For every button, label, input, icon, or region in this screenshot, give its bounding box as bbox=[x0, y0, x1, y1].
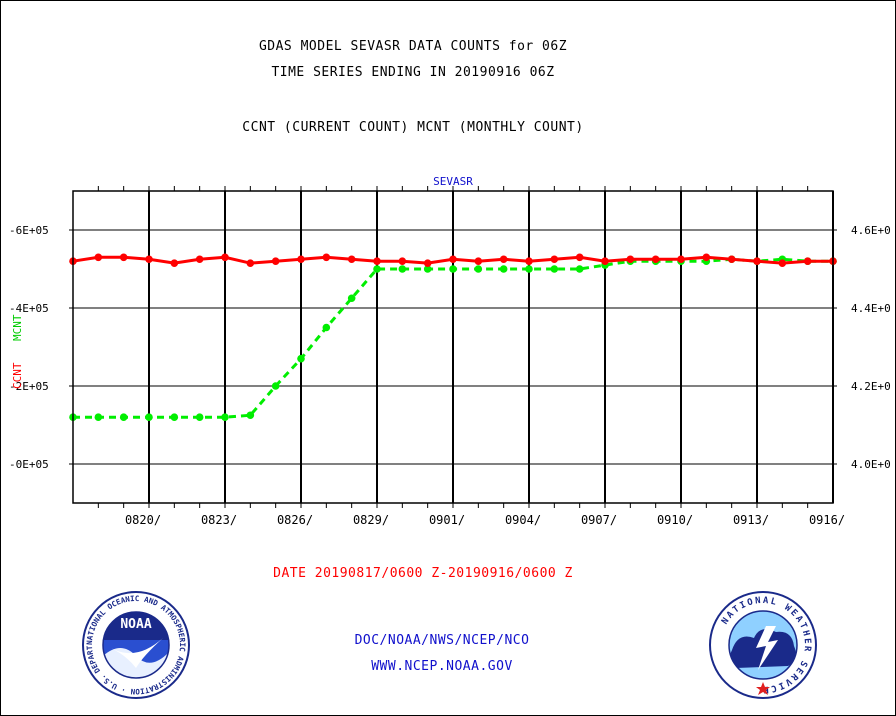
data-point-mcnt bbox=[525, 265, 533, 273]
x-tick-label: 0916/ bbox=[809, 513, 845, 527]
data-point-ccnt bbox=[246, 259, 255, 267]
data-point-ccnt bbox=[449, 255, 457, 264]
y-tick-label-right: 4.4E+0 bbox=[851, 302, 891, 315]
data-point-mcnt bbox=[94, 413, 103, 422]
data-point-ccnt bbox=[778, 259, 787, 267]
data-point-mcnt bbox=[398, 265, 407, 273]
data-point-ccnt bbox=[626, 255, 635, 264]
data-point-ccnt bbox=[753, 257, 761, 266]
data-point-ccnt bbox=[651, 255, 660, 264]
data-point-mcnt bbox=[322, 323, 331, 332]
x-tick-label: 0829/ bbox=[353, 513, 389, 527]
data-point-mcnt bbox=[347, 294, 356, 303]
data-point-mcnt bbox=[575, 265, 584, 273]
y-tick-label-left: -0E+05 bbox=[9, 458, 49, 471]
data-point-ccnt bbox=[575, 253, 584, 262]
data-point-ccnt bbox=[94, 253, 103, 262]
data-point-ccnt bbox=[221, 253, 229, 262]
data-point-ccnt bbox=[170, 259, 179, 267]
x-tick-label: 0913/ bbox=[733, 513, 769, 527]
y-tick-label-left: -6E+05 bbox=[9, 224, 49, 237]
chart-title: GDAS MODEL SEVASR DATA COUNTS for 06Z bbox=[258, 39, 568, 54]
x-tick-label: 0907/ bbox=[581, 513, 617, 527]
y-axis-label-mcnt: MCNT bbox=[11, 314, 24, 341]
x-tick-label: 0904/ bbox=[505, 513, 541, 527]
data-point-mcnt bbox=[297, 354, 305, 363]
data-point-ccnt bbox=[727, 255, 736, 264]
x-tick-label: 0820/ bbox=[125, 513, 161, 527]
data-point-ccnt bbox=[119, 253, 128, 262]
data-point-ccnt bbox=[525, 257, 533, 266]
y-axis-label-ccnt: CCNT bbox=[11, 362, 24, 389]
data-point-ccnt bbox=[677, 255, 685, 264]
nws-logo: NATIONAL WEATHER SERVICE bbox=[709, 591, 817, 699]
date-range: DATE 20190817/0600 Z-20190916/0600 Z bbox=[273, 566, 573, 581]
data-point-mcnt bbox=[170, 413, 179, 422]
website-link[interactable]: WWW.NCEP.NOAA.GOV bbox=[371, 659, 513, 674]
data-point-ccnt bbox=[803, 257, 812, 266]
data-point-mcnt bbox=[373, 265, 381, 273]
noaa-wordmark: NOAA bbox=[120, 617, 151, 632]
data-point-ccnt bbox=[702, 253, 711, 262]
y-tick-label-left: -4E+05 bbox=[9, 302, 49, 315]
panel-label: SEVASR bbox=[433, 175, 473, 188]
data-point-ccnt bbox=[398, 257, 407, 266]
data-point-ccnt bbox=[145, 255, 153, 264]
x-tick-label: 0823/ bbox=[201, 513, 237, 527]
data-point-mcnt bbox=[221, 413, 229, 422]
x-tick-label: 0910/ bbox=[657, 513, 693, 527]
noaa-logo: NATIONAL OCEANIC AND ATMOSPHERIC ADMINIS… bbox=[81, 590, 190, 699]
data-point-ccnt bbox=[347, 255, 356, 264]
data-point-ccnt bbox=[423, 259, 432, 267]
x-tick-label: 0901/ bbox=[429, 513, 465, 527]
y-tick-label-right: 4.6E+0 bbox=[851, 224, 891, 237]
data-point-ccnt bbox=[474, 257, 483, 266]
data-point-mcnt bbox=[145, 413, 153, 422]
data-point-ccnt bbox=[499, 255, 508, 264]
data-point-ccnt bbox=[297, 255, 305, 264]
data-point-mcnt bbox=[550, 265, 559, 273]
data-point-mcnt bbox=[499, 265, 508, 273]
series-description: CCNT (CURRENT COUNT) MCNT (MONTHLY COUNT… bbox=[242, 120, 584, 135]
org-path: DOC/NOAA/NWS/NCEP/NCO bbox=[354, 633, 530, 648]
x-tick-label: 0826/ bbox=[277, 513, 313, 527]
data-point-ccnt bbox=[195, 255, 204, 264]
data-point-mcnt bbox=[271, 382, 280, 390]
data-point-mcnt bbox=[119, 413, 128, 422]
y-tick-label-right: 4.2E+0 bbox=[851, 380, 891, 393]
data-point-mcnt bbox=[195, 413, 204, 422]
data-point-mcnt bbox=[423, 265, 432, 273]
data-point-mcnt bbox=[449, 265, 457, 273]
data-point-mcnt bbox=[246, 411, 255, 420]
data-point-mcnt bbox=[474, 265, 483, 273]
data-point-ccnt bbox=[601, 257, 609, 266]
time-series-chart: -0E+05 -2E+05 -4E+05 -6E+05 4.0E+0 4.2E+0 4.4E… bbox=[9, 175, 891, 527]
y-tick-label-right: 4.0E+0 bbox=[851, 458, 891, 471]
data-point-ccnt bbox=[373, 257, 381, 266]
data-point-ccnt bbox=[322, 253, 331, 262]
data-point-ccnt bbox=[550, 255, 559, 264]
data-point-ccnt bbox=[271, 257, 280, 266]
chart-subtitle: TIME SERIES ENDING IN 20190916 06Z bbox=[271, 65, 555, 80]
y-tick-label-left: -2E+05 bbox=[9, 380, 49, 393]
